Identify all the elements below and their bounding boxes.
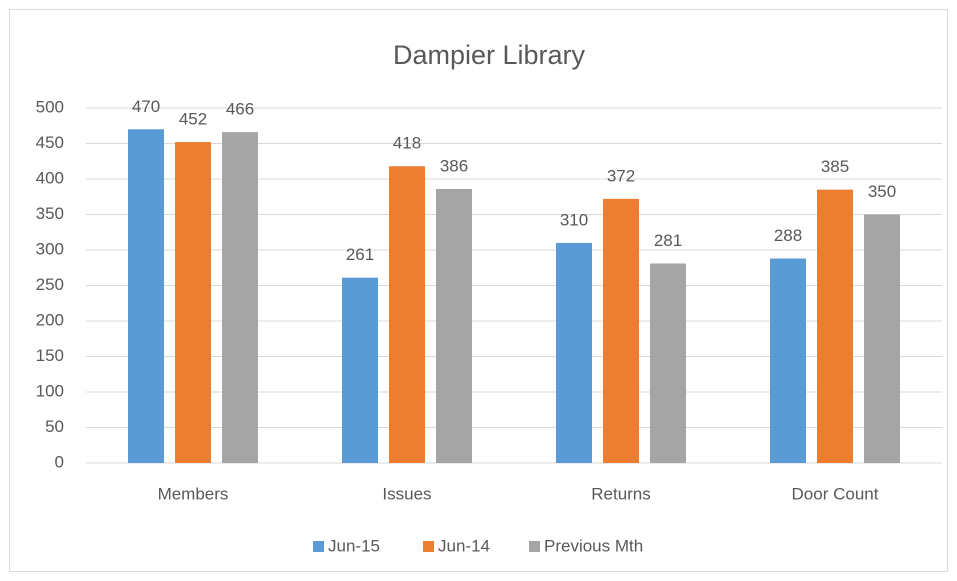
chart-title: Dampier Library — [393, 40, 586, 70]
y-tick-label: 150 — [36, 346, 64, 365]
data-label: 470 — [132, 97, 160, 116]
y-tick-label: 200 — [36, 310, 64, 329]
y-tick-label: 0 — [55, 452, 64, 471]
y-tick-label: 250 — [36, 275, 64, 294]
bar — [770, 258, 806, 463]
bar — [389, 166, 425, 463]
data-label: 350 — [868, 182, 896, 201]
bar — [864, 214, 900, 463]
bar — [556, 242, 592, 463]
data-label: 310 — [560, 210, 588, 229]
legend-label: Previous Mth — [544, 536, 643, 555]
data-label: 466 — [226, 100, 254, 119]
data-label: 372 — [607, 166, 635, 185]
y-tick-label: 500 — [36, 97, 64, 116]
data-label: 418 — [393, 134, 421, 153]
data-label: 261 — [346, 245, 374, 264]
legend-label: Jun-15 — [328, 536, 380, 555]
y-tick-label: 450 — [36, 133, 64, 152]
bar — [128, 129, 164, 464]
legend-swatch — [313, 541, 324, 552]
data-label: 386 — [440, 156, 468, 175]
bar — [175, 142, 211, 463]
legend-swatch — [423, 541, 434, 552]
y-tick-label: 50 — [45, 417, 64, 436]
bar — [222, 132, 258, 463]
y-tick-label: 100 — [36, 381, 64, 400]
y-tick-label: 350 — [36, 204, 64, 223]
x-tick-label: Returns — [591, 484, 651, 503]
data-label: 281 — [654, 231, 682, 250]
bar — [603, 198, 639, 463]
legend-label: Jun-14 — [438, 536, 490, 555]
bar — [650, 263, 686, 463]
x-tick-label: Issues — [382, 484, 431, 503]
data-label: 452 — [179, 110, 207, 129]
bar — [342, 277, 378, 463]
x-tick-label: Members — [158, 484, 229, 503]
data-label: 288 — [774, 226, 802, 245]
y-tick-label: 300 — [36, 239, 64, 258]
legend-swatch — [529, 541, 540, 552]
data-label: 385 — [821, 157, 849, 176]
bar — [436, 188, 472, 463]
y-tick-label: 400 — [36, 168, 64, 187]
bar — [817, 189, 853, 463]
x-tick-label: Door Count — [792, 484, 879, 503]
